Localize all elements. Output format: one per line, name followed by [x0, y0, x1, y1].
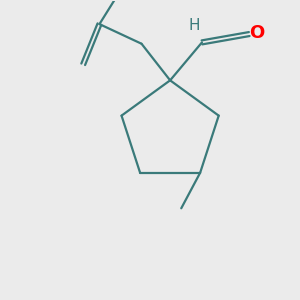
- Text: H: H: [188, 18, 200, 33]
- Text: O: O: [249, 24, 265, 42]
